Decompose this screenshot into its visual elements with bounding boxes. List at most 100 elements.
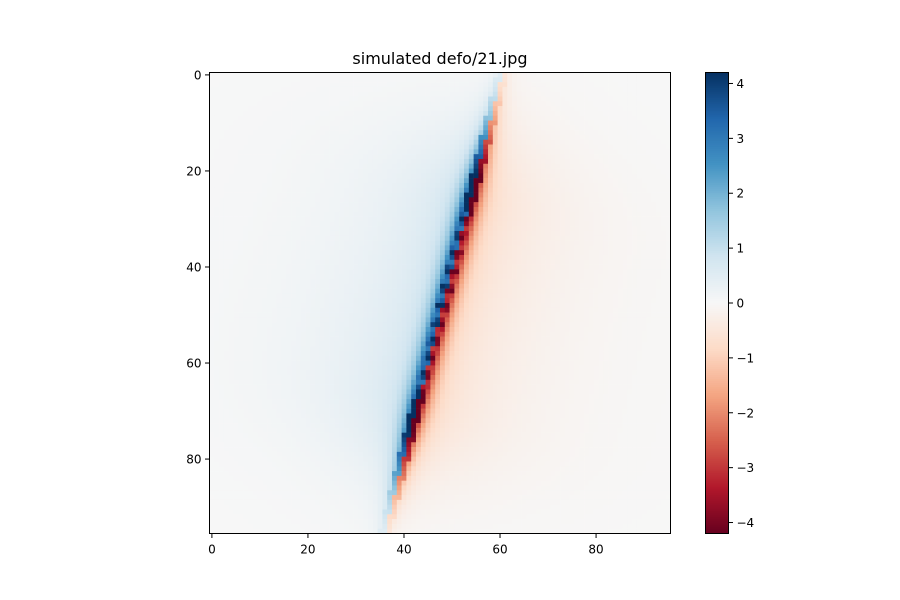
heatmap-cell bbox=[665, 283, 671, 289]
heatmap-cell bbox=[603, 178, 609, 184]
heatmap-cell bbox=[584, 110, 590, 117]
heatmap-cell bbox=[377, 149, 383, 155]
heatmap-cell bbox=[406, 96, 412, 102]
heatmap-cell bbox=[584, 235, 590, 241]
heatmap-cell bbox=[291, 96, 297, 102]
heatmap-cell bbox=[391, 274, 398, 280]
heatmap-cell bbox=[315, 250, 321, 256]
heatmap-cell bbox=[363, 278, 369, 285]
heatmap-cell bbox=[617, 173, 623, 179]
heatmap-cell bbox=[507, 197, 513, 203]
heatmap-cell bbox=[252, 115, 258, 121]
heatmap-cell bbox=[536, 303, 542, 309]
heatmap-cell bbox=[228, 230, 234, 237]
heatmap-cell bbox=[497, 110, 503, 117]
heatmap-cell bbox=[377, 245, 383, 251]
heatmap-cell bbox=[627, 154, 633, 160]
heatmap-cell bbox=[473, 86, 479, 93]
heatmap-cell bbox=[396, 182, 402, 189]
heatmap-cell bbox=[507, 206, 513, 213]
heatmap-cell bbox=[497, 274, 503, 280]
heatmap-cell bbox=[219, 206, 225, 213]
heatmap-cell bbox=[536, 144, 542, 150]
heatmap-cell bbox=[300, 317, 306, 323]
heatmap-cell bbox=[622, 168, 628, 174]
heatmap-cell bbox=[401, 230, 407, 237]
heatmap-cell bbox=[415, 312, 422, 318]
heatmap-cell bbox=[435, 202, 441, 208]
heatmap-cell bbox=[651, 216, 657, 222]
heatmap-cell bbox=[444, 235, 450, 241]
heatmap-cell bbox=[593, 82, 599, 88]
heatmap-cell bbox=[478, 202, 484, 208]
heatmap-cell bbox=[512, 317, 518, 323]
heatmap-cell bbox=[247, 163, 254, 169]
heatmap-cell bbox=[315, 278, 321, 285]
heatmap-cell bbox=[358, 96, 364, 102]
heatmap-cell bbox=[497, 259, 503, 265]
heatmap-cell bbox=[353, 245, 359, 251]
heatmap-cell bbox=[459, 173, 465, 179]
heatmap-cell bbox=[319, 216, 326, 222]
heatmap-cell bbox=[636, 168, 642, 174]
heatmap-cell bbox=[632, 91, 638, 97]
heatmap-cell bbox=[257, 91, 263, 97]
heatmap-cell bbox=[420, 144, 426, 150]
heatmap-cell bbox=[531, 269, 537, 275]
heatmap-cell bbox=[435, 134, 441, 141]
heatmap-cell bbox=[271, 149, 278, 155]
heatmap-cell bbox=[425, 250, 431, 256]
heatmap-cell bbox=[233, 144, 239, 150]
heatmap-cell bbox=[656, 187, 662, 193]
heatmap-cell bbox=[440, 158, 446, 165]
heatmap-cell bbox=[329, 250, 335, 256]
heatmap-cell bbox=[531, 293, 537, 299]
heatmap-cell bbox=[425, 274, 431, 280]
heatmap-cell bbox=[267, 298, 273, 304]
heatmap-cell bbox=[512, 86, 518, 93]
heatmap-cell bbox=[444, 307, 450, 313]
heatmap-cell bbox=[329, 144, 335, 150]
heatmap-cell bbox=[363, 259, 369, 265]
heatmap-cell bbox=[560, 158, 566, 165]
heatmap-cell bbox=[377, 226, 383, 232]
heatmap-cell bbox=[228, 130, 234, 136]
heatmap-cell bbox=[305, 235, 311, 241]
heatmap-cell bbox=[257, 110, 263, 117]
heatmap-cell bbox=[540, 144, 546, 150]
heatmap-cell bbox=[598, 250, 604, 256]
heatmap-cell bbox=[550, 259, 556, 265]
heatmap-cell bbox=[295, 149, 302, 155]
heatmap-cell bbox=[267, 139, 273, 145]
heatmap-cell bbox=[396, 245, 402, 251]
heatmap-cell bbox=[286, 269, 292, 275]
heatmap-cell bbox=[243, 187, 249, 193]
heatmap-cell bbox=[550, 96, 556, 102]
heatmap-cell bbox=[660, 278, 666, 285]
heatmap-cell bbox=[512, 269, 518, 275]
heatmap-cell bbox=[521, 216, 527, 222]
heatmap-cell bbox=[459, 240, 465, 246]
heatmap-cell bbox=[569, 106, 575, 112]
heatmap-cell bbox=[497, 134, 503, 141]
heatmap-cell bbox=[334, 82, 340, 88]
heatmap-cell bbox=[223, 168, 230, 174]
heatmap-cell bbox=[377, 182, 383, 189]
heatmap-cell bbox=[521, 211, 527, 217]
heatmap-cell bbox=[401, 101, 407, 107]
heatmap-cell bbox=[459, 288, 465, 294]
heatmap-cell bbox=[665, 240, 671, 246]
heatmap-cell bbox=[310, 96, 316, 102]
heatmap-cell bbox=[415, 86, 422, 93]
heatmap-cell bbox=[252, 293, 258, 299]
heatmap-cell bbox=[334, 264, 340, 270]
heatmap-cell bbox=[540, 259, 546, 265]
heatmap-cell bbox=[219, 106, 225, 112]
heatmap-cell bbox=[540, 82, 546, 88]
heatmap-cell bbox=[247, 178, 254, 184]
heatmap-cell bbox=[295, 250, 302, 256]
heatmap-cell bbox=[257, 187, 263, 193]
heatmap-cell bbox=[440, 187, 446, 193]
heatmap-cell bbox=[214, 77, 220, 83]
heatmap-cell bbox=[569, 206, 575, 213]
